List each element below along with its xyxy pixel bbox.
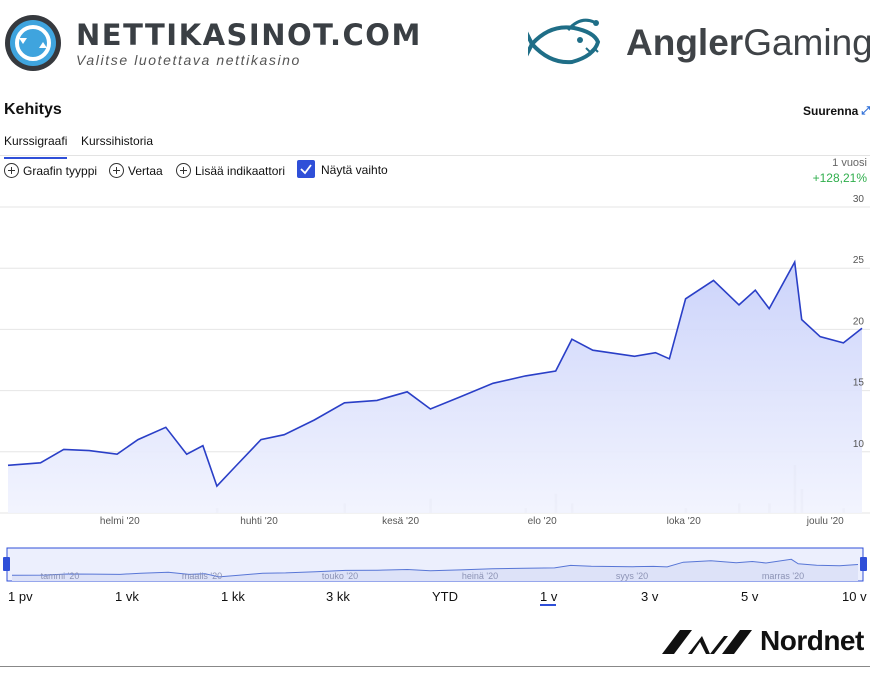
range-button[interactable]: 5 v — [741, 589, 759, 604]
x-tick-label: kesä '20 — [382, 516, 419, 527]
range-button[interactable]: 3 v — [641, 589, 659, 604]
navigator-label: syys '20 — [616, 571, 648, 581]
range-button[interactable]: 1 vk — [115, 589, 139, 604]
price-chart[interactable]: 10 15 20 25 30 helmi '20 huhti '20 kesä '20 elo… — [0, 190, 870, 535]
y-tick-label: 15 — [853, 378, 865, 389]
plus-circle-icon — [4, 163, 19, 178]
range-button[interactable]: YTD — [432, 589, 458, 604]
x-tick-label: elo '20 — [528, 516, 558, 527]
range-button[interactable]: 1 kk — [221, 589, 245, 604]
change-value: +128,21% — [812, 171, 867, 185]
expand-button[interactable]: Suurenna ⤢ — [803, 104, 870, 118]
price-line — [7, 259, 863, 488]
range-button[interactable]: 1 v — [540, 589, 558, 604]
expand-label: Suurenna — [803, 104, 859, 118]
site-name: NETTIKASINOT.COM — [76, 18, 422, 52]
y-tick-label: 30 — [853, 194, 865, 205]
navigator-label: tammi '20 — [41, 571, 80, 581]
range-navigator[interactable]: tammi '20 maalis '20 touko '20 heinä '20 syy… — [0, 543, 870, 585]
navigator-area — [12, 559, 858, 581]
navigator-label: maalis '20 — [182, 571, 222, 581]
plus-circle-icon — [176, 163, 191, 178]
navigator-label: marras '20 — [762, 571, 804, 581]
period-label: 1 vuosi — [832, 157, 867, 169]
tab-price-history[interactable]: Kurssihistoria — [81, 134, 154, 148]
y-tick-label: 10 — [853, 439, 865, 450]
y-tick-label: 20 — [853, 316, 865, 327]
bottom-divider — [0, 666, 870, 667]
show-volume-checkbox[interactable] — [297, 160, 315, 178]
navigator-line — [11, 558, 859, 578]
section-title: Kehitys — [4, 101, 62, 118]
active-range-indicator — [540, 604, 556, 606]
range-button[interactable]: 3 kk — [326, 589, 350, 604]
angler-fish-logo-icon — [528, 18, 601, 65]
chart-type-label: Graafin tyyppi — [23, 163, 98, 178]
nordnet-logo-icon — [662, 630, 752, 654]
footer-brand: Nordnet — [760, 625, 864, 656]
company-name-rest: Gaming — [743, 22, 870, 63]
x-tick-label: joulu '20 — [806, 516, 844, 527]
navigator-right-handle[interactable] — [860, 557, 867, 571]
compare-label: Vertaa — [128, 163, 163, 178]
company-name: AnglerGaming — [626, 22, 870, 64]
x-tick-label: helmi '20 — [100, 516, 140, 527]
x-tick-label: loka '20 — [667, 516, 702, 527]
y-tick-label: 25 — [853, 255, 865, 266]
x-tick-label: huhti '20 — [240, 516, 278, 527]
add-indicator-label: Lisää indikaattori — [195, 163, 286, 178]
chart-type-button[interactable]: Graafin tyyppi — [4, 163, 97, 178]
checkmark-icon — [300, 164, 312, 175]
nettikasinot-logo-icon — [5, 15, 61, 71]
tab-price-chart[interactable]: Kurssigraafi — [4, 134, 68, 159]
range-button[interactable]: 10 v — [842, 589, 867, 604]
company-name-bold: Angler — [626, 22, 744, 63]
price-area — [8, 262, 862, 513]
tab-divider — [0, 155, 870, 156]
navigator-label: heinä '20 — [462, 571, 498, 581]
add-indicator-button[interactable]: Lisää indikaattori — [176, 163, 285, 178]
navigator-left-handle[interactable] — [3, 557, 10, 571]
range-button[interactable]: 1 pv — [8, 589, 33, 604]
expand-arrows-icon: ⤢ — [861, 104, 870, 117]
compare-button[interactable]: Vertaa — [109, 163, 163, 178]
navigator-label: touko '20 — [322, 571, 358, 581]
plus-circle-icon — [109, 163, 124, 178]
show-volume-label: Näytä vaihto — [321, 163, 388, 177]
site-tagline: Valitse luotettava nettikasino — [76, 52, 301, 68]
